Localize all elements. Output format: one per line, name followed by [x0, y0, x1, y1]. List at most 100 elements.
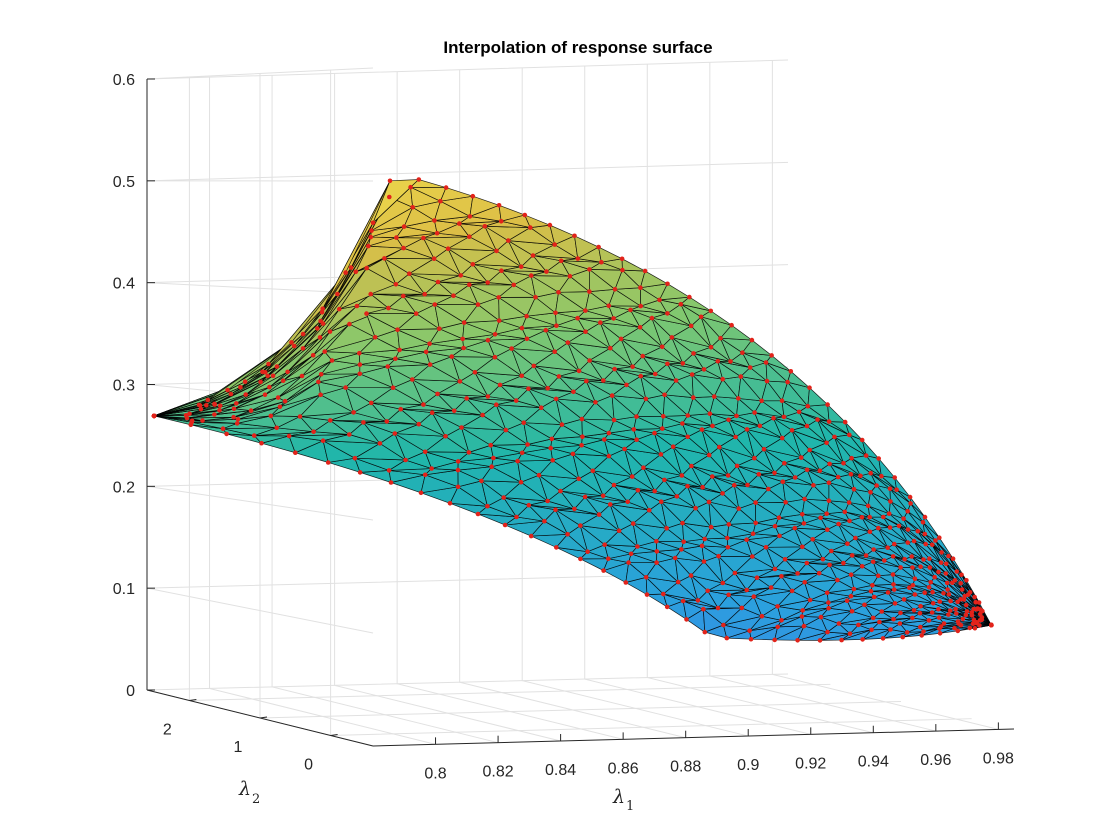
sample-point [921, 629, 926, 634]
sample-point [824, 590, 830, 595]
sample-point [530, 253, 536, 258]
sample-point [772, 470, 777, 476]
x-tick-label: 0.98 [983, 750, 1014, 767]
sample-point [891, 582, 896, 587]
sample-point [387, 194, 392, 200]
sample-point [748, 636, 754, 642]
sample-point [867, 514, 872, 520]
surface-triangle [827, 403, 847, 423]
sample-point [611, 316, 616, 321]
sample-point [461, 345, 466, 351]
sample-point [679, 473, 685, 478]
sample-point [922, 590, 927, 595]
sample-point [801, 521, 807, 526]
sample-point [238, 385, 243, 390]
sample-point [876, 573, 881, 579]
sample-point [626, 560, 631, 565]
y-tick-mark [189, 699, 197, 701]
sample-point [930, 589, 935, 595]
sample-point [587, 289, 592, 294]
sample-point [817, 468, 823, 474]
sample-point [488, 442, 494, 448]
sample-point [583, 329, 588, 335]
sample-point [217, 403, 223, 409]
sample-point [851, 586, 857, 592]
sample-point [559, 422, 565, 427]
grid-line-z [146, 161, 789, 182]
sample-point [764, 378, 770, 384]
z-tick-label: 0.4 [113, 276, 135, 293]
sample-point [327, 329, 333, 334]
sample-point [684, 617, 689, 622]
sample-point [788, 369, 794, 374]
sample-point [518, 264, 524, 270]
surface-triangle [807, 386, 829, 407]
sample-point [337, 306, 342, 312]
sample-point [286, 433, 292, 439]
sample-point [807, 597, 813, 603]
sample-point [449, 354, 455, 359]
sample-point [725, 535, 730, 541]
sample-point [789, 588, 795, 594]
sample-point [918, 603, 923, 609]
sample-point [763, 360, 769, 365]
sample-point [661, 414, 666, 419]
sample-point [421, 235, 426, 241]
sample-point [900, 634, 905, 640]
sample-point [587, 267, 592, 272]
sample-point [775, 624, 780, 630]
sample-point [836, 621, 842, 626]
sample-point [274, 425, 280, 431]
sample-point [849, 455, 854, 461]
sample-point [601, 568, 606, 573]
grid-line-x [646, 64, 874, 734]
sample-point [807, 447, 812, 453]
sample-point [825, 402, 830, 407]
sample-point [357, 362, 363, 367]
sample-point [798, 455, 804, 460]
sample-point [911, 608, 917, 613]
sample-point [635, 488, 641, 493]
sample-point [805, 403, 811, 409]
sample-point [348, 265, 354, 270]
surface-triangle [741, 339, 773, 356]
sample-point [422, 291, 428, 297]
sample-point [936, 569, 941, 575]
sample-point [496, 295, 502, 300]
sample-point [888, 627, 893, 632]
sample-point [907, 494, 913, 500]
sample-point [688, 323, 694, 329]
sample-point [552, 242, 557, 247]
sample-point [225, 387, 230, 393]
sample-point [434, 230, 440, 236]
sample-point [887, 486, 893, 492]
sample-point [602, 437, 607, 442]
sample-point [578, 523, 583, 528]
sample-point [783, 500, 788, 505]
sample-point [630, 521, 636, 526]
sample-point [291, 343, 297, 349]
sample-point [398, 406, 404, 412]
sample-point [721, 622, 726, 628]
sample-point [364, 311, 369, 316]
surface-triangle [658, 283, 691, 301]
sample-point [863, 453, 869, 458]
sample-point [918, 564, 923, 569]
sample-point [243, 392, 248, 397]
z-tick-label: 0.6 [113, 72, 135, 89]
sample-point [547, 222, 553, 228]
sample-point [660, 426, 665, 431]
sample-point [634, 437, 639, 443]
z-tick-label: 0.3 [113, 378, 135, 395]
sample-point [848, 572, 854, 577]
sample-point [368, 234, 374, 240]
sample-point [198, 406, 204, 412]
sample-point [726, 592, 731, 598]
sample-point [521, 420, 526, 426]
sample-point [832, 434, 837, 440]
sample-point [386, 468, 392, 473]
sample-point [552, 349, 557, 355]
sample-point [785, 379, 790, 385]
surface-triangle [498, 204, 526, 222]
sample-point [204, 403, 209, 408]
